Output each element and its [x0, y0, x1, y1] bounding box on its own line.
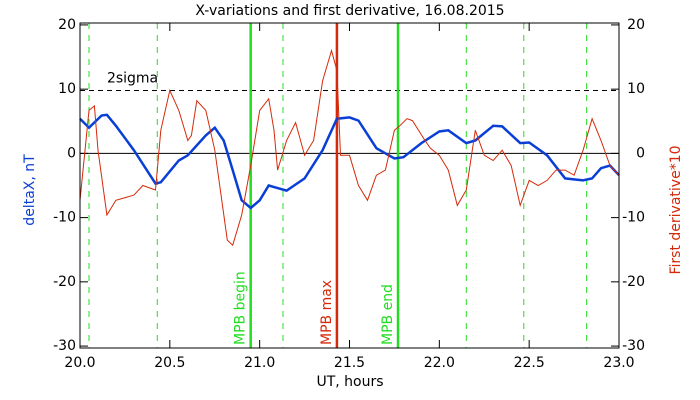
- x-tick-label: 21.0: [244, 355, 275, 371]
- y2-tick-label: 20: [627, 17, 645, 33]
- y-tick-label: -10: [53, 210, 76, 226]
- y2-tick-label: -20: [622, 274, 645, 290]
- y-tick-label: 10: [58, 81, 76, 97]
- y2-axis-label: First derivative*10: [668, 145, 684, 274]
- data-line: [79, 113, 620, 210]
- x-tick-label: 20.5: [154, 355, 185, 371]
- x-tick-label: 21.5: [334, 355, 365, 371]
- y-tick-label: 20: [58, 17, 76, 33]
- data-line: [79, 48, 620, 247]
- event-label: MPB begin: [233, 271, 249, 345]
- y-tick-label: 0: [67, 145, 76, 161]
- plot-frame: [79, 22, 620, 349]
- x-tick-label: 22.5: [514, 355, 545, 371]
- y2-tick-label: -30: [622, 338, 645, 354]
- event-label: MPB end: [380, 284, 396, 345]
- y-axis-label: deltaX, nT: [22, 154, 38, 226]
- reference-label: 2sigma: [107, 70, 158, 86]
- y2-tick-label: 10: [627, 81, 645, 97]
- y2-tick-label: 0: [636, 145, 645, 161]
- y-tick-label: -30: [53, 338, 76, 354]
- x-tick-label: 23.0: [603, 355, 634, 371]
- x-tick-label: 22.0: [424, 355, 455, 371]
- event-label: MPB max: [319, 280, 335, 345]
- x-axis-label: UT, hours: [316, 374, 383, 390]
- x-tick-label: 20.0: [64, 355, 95, 371]
- y-tick-label: -20: [53, 274, 76, 290]
- chart-title: X-variations and first derivative, 16.08…: [195, 3, 504, 19]
- y2-tick-label: -10: [622, 210, 645, 226]
